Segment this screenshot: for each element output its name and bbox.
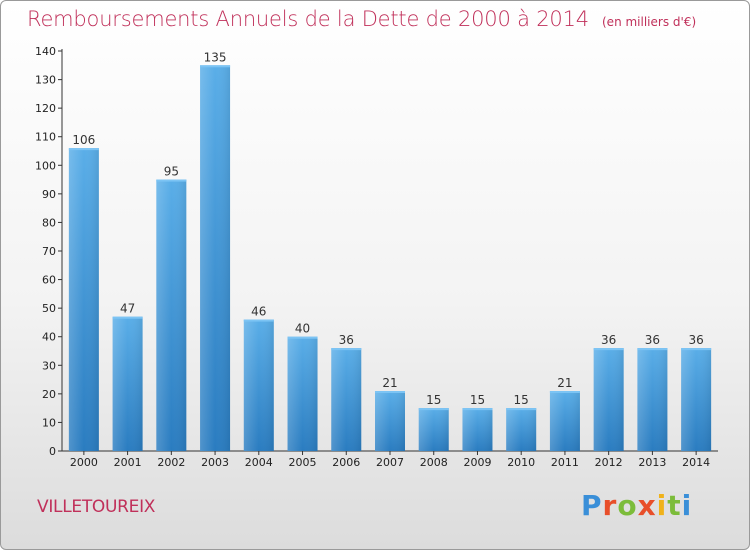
x-tick-label: 2001 xyxy=(114,456,142,469)
y-tick-label: 30 xyxy=(42,359,56,372)
bar-top-edge xyxy=(375,391,405,393)
x-axis: 2000 2001 2002 2003 2004 2005 2006 2007 2008 2009… xyxy=(62,450,718,469)
x-tick-label: 2012 xyxy=(595,456,623,469)
bar-shine xyxy=(637,348,668,451)
y-tick-label: 50 xyxy=(42,302,56,315)
bar-shine xyxy=(549,391,580,451)
bar-value-label: 40 xyxy=(295,322,310,336)
x-tick-label: 2005 xyxy=(289,456,317,469)
y-tick-label: 120 xyxy=(35,102,56,115)
bar-shine xyxy=(593,348,624,451)
bar-shine xyxy=(418,408,449,451)
bar-top-edge xyxy=(462,408,493,411)
y-tick-label: 140 xyxy=(35,45,56,58)
logo-letter: r xyxy=(602,489,618,522)
title-row: Remboursements Annuels de la Dette de 20… xyxy=(27,7,696,31)
commune-name: VILLETOUREIX xyxy=(37,497,156,517)
logo-letter: P xyxy=(581,489,603,522)
y-tick-label: 20 xyxy=(42,388,56,401)
bar-top-edge xyxy=(418,408,449,411)
x-tick-label: 2009 xyxy=(463,456,491,469)
bar-shine xyxy=(681,348,712,451)
bar-value-label: 36 xyxy=(688,333,703,347)
bar-shine xyxy=(156,179,187,452)
logo-letter: o xyxy=(617,489,638,522)
proxiti-logo: Proxiti xyxy=(581,489,692,522)
x-tick-label: 2011 xyxy=(551,456,579,469)
bar-shine xyxy=(200,65,231,452)
logo-letter: x xyxy=(637,489,657,522)
y-tick-label: 90 xyxy=(42,188,56,201)
x-tick-label: 2004 xyxy=(245,456,273,469)
bar-value-label: 15 xyxy=(514,393,529,407)
bar-shine xyxy=(243,319,274,451)
bar-value-label: 46 xyxy=(251,305,266,319)
y-tick-label: 10 xyxy=(42,416,56,429)
y-tick-label: 40 xyxy=(42,331,56,344)
x-tick-label: 2014 xyxy=(682,456,710,469)
logo-letter: t xyxy=(667,489,682,522)
logo-letter: i xyxy=(656,489,668,522)
y-tick-label: 110 xyxy=(35,131,56,144)
x-tick-label: 2010 xyxy=(507,456,535,469)
bars: 106 47 95 135 46 40 36 21 15 15 15 21 36 36 36 xyxy=(68,50,712,452)
bar-value-label: 36 xyxy=(645,333,660,347)
bar-shine xyxy=(462,408,493,451)
bar-shine xyxy=(331,348,362,451)
x-tick-label: 2006 xyxy=(332,456,360,469)
bar-value-label: 36 xyxy=(601,333,616,347)
bar-value-label: 15 xyxy=(470,393,485,407)
bar-top-edge xyxy=(287,336,318,339)
bar-shine xyxy=(287,336,318,451)
bar-top-edge xyxy=(112,316,143,319)
x-tick-label: 2002 xyxy=(157,456,185,469)
y-tick-label: 70 xyxy=(42,245,56,258)
bar-value-label: 47 xyxy=(120,302,135,316)
bar-shine xyxy=(506,408,537,451)
bar-shine xyxy=(68,148,99,451)
y-tick-label: 0 xyxy=(49,445,56,458)
y-axis: 0 10 20 30 40 50 60 70 80 90 100 110 120 130 140 xyxy=(35,45,63,458)
bar-shine xyxy=(112,316,143,451)
bar-value-label: 15 xyxy=(426,393,441,407)
bar-top-edge xyxy=(681,348,712,351)
y-tick-label: 130 xyxy=(35,74,56,87)
x-tick-label: 2007 xyxy=(376,456,404,469)
bar-top-edge xyxy=(331,348,362,351)
x-tick-label: 2008 xyxy=(420,456,448,469)
bar-value-label: 106 xyxy=(72,133,95,147)
bar-top-edge xyxy=(156,179,187,182)
bar-shine xyxy=(375,391,405,451)
bar-top-edge xyxy=(593,348,624,351)
bar-top-edge xyxy=(243,319,274,322)
y-tick-label: 60 xyxy=(42,274,56,287)
bar-top-edge xyxy=(549,391,580,393)
chart-subtitle: (en milliers d'€) xyxy=(602,15,697,29)
bar-top-edge xyxy=(637,348,668,351)
bar-value-label: 21 xyxy=(382,376,397,390)
bar-value-label: 95 xyxy=(164,165,179,179)
y-tick-label: 100 xyxy=(35,159,56,172)
bar-value-label: 36 xyxy=(339,333,354,347)
x-tick-label: 2003 xyxy=(201,456,229,469)
bar-top-edge xyxy=(68,148,99,151)
bar-top-edge xyxy=(200,65,231,68)
logo-letter: i xyxy=(681,489,693,522)
x-tick-label: 2013 xyxy=(638,456,666,469)
bar-top-edge xyxy=(506,408,537,411)
y-tick-label: 80 xyxy=(42,216,56,229)
bar-value-label: 135 xyxy=(204,50,227,64)
chart-title: Remboursements Annuels de la Dette de 20… xyxy=(27,7,589,31)
x-tick-label: 2000 xyxy=(70,456,98,469)
bar-value-label: 21 xyxy=(557,376,572,390)
